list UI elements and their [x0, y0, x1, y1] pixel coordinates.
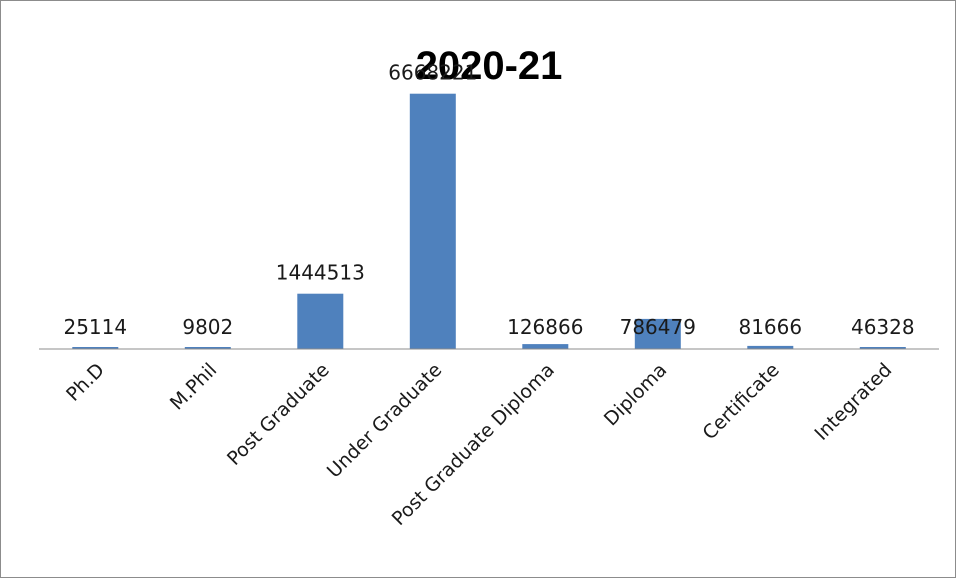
tick-label-0: Ph.D	[62, 359, 109, 406]
tick-label-6: Certificate	[698, 359, 783, 444]
bar-series	[72, 93, 906, 349]
bar-4	[522, 344, 569, 349]
data-label-2: 1444513	[276, 261, 365, 285]
tick-label-1: M.Phil	[166, 359, 222, 415]
bar-1	[184, 347, 231, 349]
bar-3	[409, 93, 456, 349]
data-label-3: 6668221	[388, 61, 477, 85]
bar-2	[297, 293, 344, 349]
data-labels: 25114 9802 1444513 6668221 126866 786479 81666…	[63, 61, 914, 339]
data-label-6: 81666	[738, 315, 802, 339]
bar-0	[72, 347, 119, 349]
tick-label-2: Post Graduate	[223, 359, 334, 470]
bar-5	[634, 318, 681, 349]
chart-title: 2020-21	[416, 44, 563, 88]
data-label-4: 126866	[507, 315, 583, 339]
data-label-1: 9802	[182, 315, 233, 339]
data-label-0: 25114	[63, 315, 127, 339]
bar-6	[747, 345, 794, 349]
tick-label-7: Integrated	[810, 359, 896, 445]
tick-label-5: Diploma	[600, 359, 671, 430]
data-label-5: 786479	[620, 315, 696, 339]
tick-label-3: Under Graduate	[323, 359, 446, 482]
bar-7	[859, 347, 906, 349]
data-label-7: 46328	[851, 315, 915, 339]
